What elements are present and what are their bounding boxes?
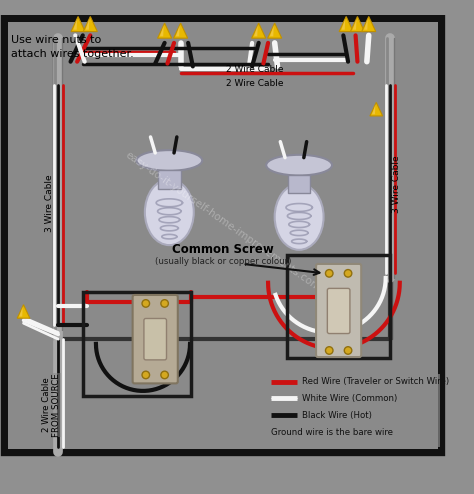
FancyBboxPatch shape [316, 264, 361, 357]
Circle shape [161, 300, 168, 307]
Bar [158, 170, 181, 189]
Bar [287, 254, 391, 358]
Circle shape [142, 371, 150, 379]
Polygon shape [173, 23, 188, 38]
Polygon shape [176, 25, 180, 36]
Polygon shape [86, 18, 90, 30]
Text: Use wire nuts to
attach wires together.: Use wire nuts to attach wires together. [11, 36, 134, 59]
Polygon shape [83, 16, 97, 32]
Polygon shape [350, 16, 365, 32]
Polygon shape [157, 23, 172, 38]
Bar [288, 174, 310, 193]
Circle shape [142, 300, 150, 307]
Text: Ground wire is the bare wire: Ground wire is the bare wire [271, 428, 393, 437]
Polygon shape [339, 16, 353, 32]
Ellipse shape [274, 184, 324, 250]
Polygon shape [71, 16, 85, 32]
FancyBboxPatch shape [144, 319, 166, 360]
Text: 3 Wire Cable: 3 Wire Cable [392, 155, 401, 213]
Polygon shape [370, 102, 383, 116]
Text: (usually black or copper colour): (usually black or copper colour) [155, 256, 291, 266]
Polygon shape [270, 25, 273, 36]
Polygon shape [160, 25, 164, 36]
Text: Black Wire (Hot): Black Wire (Hot) [302, 411, 372, 420]
Polygon shape [73, 18, 77, 30]
Polygon shape [362, 16, 376, 32]
Polygon shape [353, 18, 356, 30]
Text: easy-do-it-yourself-home-improvements.com: easy-do-it-yourself-home-improvements.co… [124, 150, 322, 293]
Ellipse shape [266, 155, 332, 175]
FancyBboxPatch shape [133, 295, 178, 383]
Text: 3 Wire Cable: 3 Wire Cable [46, 174, 55, 232]
Ellipse shape [137, 150, 202, 171]
Polygon shape [364, 18, 368, 30]
Polygon shape [268, 23, 282, 38]
Text: Red Wire (Traveler or Switch Wire): Red Wire (Traveler or Switch Wire) [302, 377, 449, 386]
Text: 2 Wire Cable: 2 Wire Cable [226, 65, 283, 74]
Polygon shape [254, 25, 258, 36]
Text: 2 Wire Cable
FROM SOURCE: 2 Wire Cable FROM SOURCE [42, 373, 62, 437]
Text: 2 Wire Cable: 2 Wire Cable [226, 79, 283, 88]
Bar [83, 292, 191, 396]
Circle shape [326, 347, 333, 354]
Bar [266, 374, 440, 448]
Polygon shape [19, 306, 23, 317]
Text: Common Screw: Common Screw [172, 244, 274, 256]
FancyBboxPatch shape [328, 288, 350, 333]
Polygon shape [17, 305, 30, 318]
Circle shape [326, 270, 333, 277]
Circle shape [161, 371, 168, 379]
Circle shape [344, 347, 352, 354]
Polygon shape [252, 23, 266, 38]
Circle shape [344, 270, 352, 277]
Text: White Wire (Common): White Wire (Common) [302, 394, 397, 403]
Ellipse shape [145, 179, 194, 245]
Polygon shape [341, 18, 345, 30]
Polygon shape [372, 104, 375, 114]
